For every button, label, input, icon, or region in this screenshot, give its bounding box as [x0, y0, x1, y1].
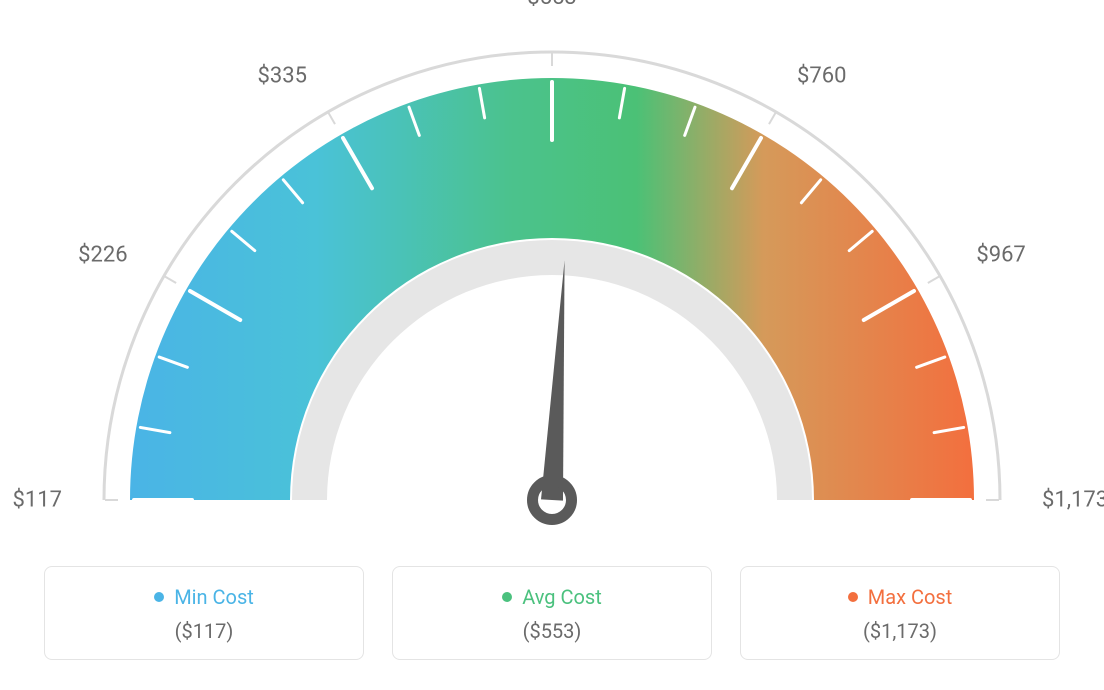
cost-gauge: $117 $226 $335 $553 $760 $967 $1,173: [0, 0, 1104, 560]
legend-title-avg: Avg Cost: [522, 585, 602, 609]
legend-card-min: Min Cost ($117): [44, 566, 364, 660]
gauge-tick-label: $335: [258, 63, 307, 88]
legend-card-avg: Avg Cost ($553): [392, 566, 712, 660]
gauge-tick-label: $1,173: [1042, 488, 1104, 513]
legend-value-max: ($1,173): [751, 619, 1049, 643]
legend-dot-avg: [502, 592, 512, 602]
legend-value-avg: ($553): [403, 619, 701, 643]
gauge-tick-label: $117: [13, 488, 62, 513]
gauge-tick-label: $226: [78, 243, 127, 268]
legend-title-max: Max Cost: [868, 585, 953, 609]
legend-dot-min: [154, 592, 164, 602]
legend-dot-max: [848, 592, 858, 602]
legend-row: Min Cost ($117) Avg Cost ($553) Max Cost…: [0, 566, 1104, 660]
legend-card-max: Max Cost ($1,173): [740, 566, 1060, 660]
gauge-svg: [0, 0, 1104, 560]
gauge-tick-label: $760: [797, 63, 846, 88]
legend-value-min: ($117): [55, 619, 353, 643]
legend-title-min: Min Cost: [174, 585, 254, 609]
gauge-tick-label: $967: [976, 243, 1025, 268]
gauge-tick-label: $553: [527, 0, 576, 10]
